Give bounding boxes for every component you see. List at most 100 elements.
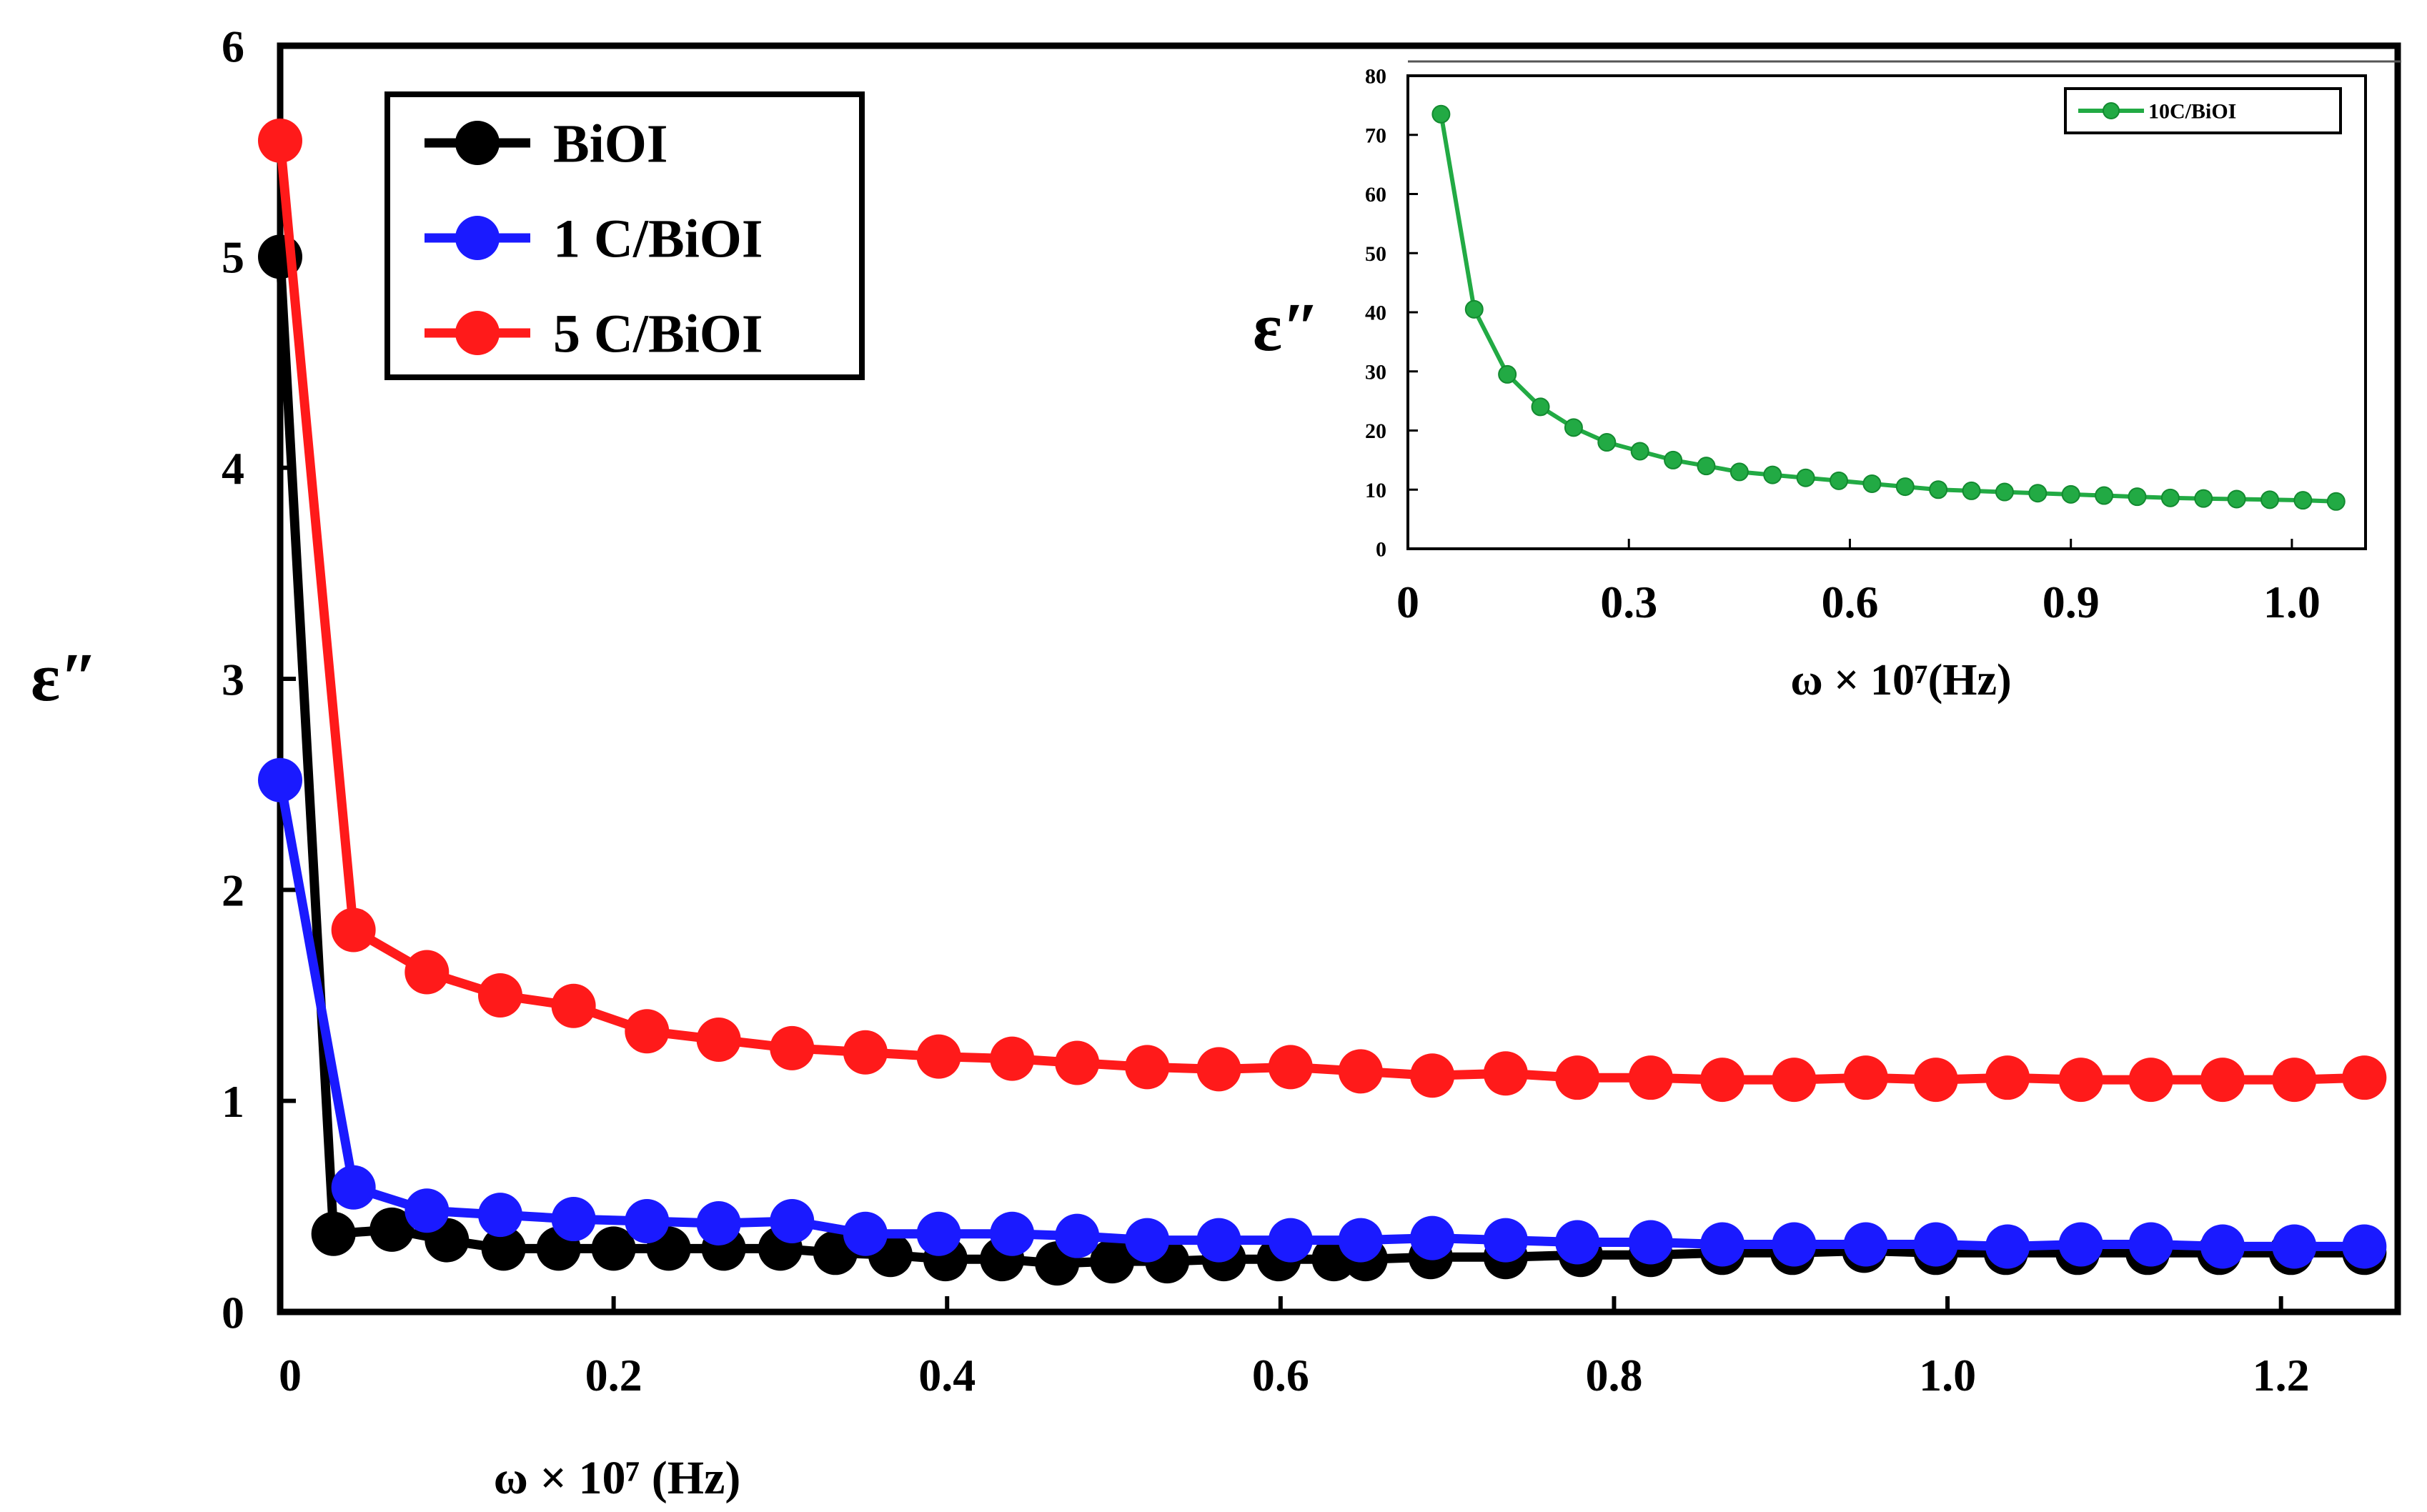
data-point-5-c-bioi bbox=[1628, 1055, 1673, 1100]
inset-legend-marker-10c-bioi bbox=[2103, 102, 2120, 119]
y-tick-label: 4 bbox=[222, 443, 244, 494]
data-point-1-c-bioi bbox=[696, 1200, 741, 1245]
inset-x-tick-label: 0.3 bbox=[1600, 577, 1657, 627]
data-point-5-c-bioi bbox=[1483, 1051, 1528, 1096]
inset-y-tick-label: 60 bbox=[1365, 183, 1386, 207]
inset-data-point-10c-bioi bbox=[2128, 487, 2147, 507]
x-tick-label: 0.8 bbox=[1585, 1350, 1642, 1401]
inset-data-point-10c-bioi bbox=[1895, 477, 1915, 497]
inset-data-point-10c-bioi bbox=[1564, 418, 1583, 437]
inset-x-tick-label: 0.9 bbox=[2043, 577, 2100, 627]
y-axis-title: ε″ bbox=[31, 639, 98, 715]
inset-data-point-10c-bioi bbox=[1862, 474, 1882, 493]
data-point-bioi bbox=[369, 1207, 415, 1252]
data-point-1-c-bioi bbox=[1772, 1222, 1817, 1267]
data-point-1-c-bioi bbox=[1628, 1220, 1673, 1265]
inset-data-point-10c-bioi bbox=[2227, 489, 2246, 509]
inset-y-tick-label: 40 bbox=[1365, 302, 1386, 325]
inset-data-point-10c-bioi bbox=[1464, 299, 1484, 319]
inset-y-tick-label: 70 bbox=[1365, 124, 1386, 147]
x-tick-label: 0.2 bbox=[585, 1350, 642, 1401]
data-point-1-c-bioi bbox=[843, 1211, 888, 1256]
data-point-5-c-bioi bbox=[990, 1036, 1035, 1081]
inset-data-point-10c-bioi bbox=[1763, 465, 1782, 484]
y-tick-label: 2 bbox=[222, 865, 244, 916]
data-point-1-c-bioi bbox=[2272, 1224, 2317, 1269]
data-point-1-c-bioi bbox=[625, 1199, 670, 1244]
x-tick-label: 1.2 bbox=[2253, 1350, 2310, 1401]
inset-data-point-10c-bioi bbox=[1597, 433, 1617, 452]
data-point-5-c-bioi bbox=[404, 950, 450, 995]
inset-y-tick-label: 0 bbox=[1376, 538, 1386, 562]
inset-data-point-10c-bioi bbox=[1697, 457, 1716, 476]
data-point-1-c-bioi bbox=[916, 1211, 961, 1256]
inset-y-tick-label: 10 bbox=[1365, 479, 1386, 502]
data-point-1-c-bioi bbox=[1700, 1222, 1745, 1267]
data-point-5-c-bioi bbox=[477, 973, 522, 1018]
legend-label-1-c-bioi: 1 C/BiOI bbox=[553, 209, 763, 269]
data-point-5-c-bioi bbox=[258, 118, 302, 163]
inset-y-tick-label: 20 bbox=[1365, 419, 1386, 443]
inset-y-axis-title: ε″ bbox=[1253, 289, 1320, 365]
data-point-5-c-bioi bbox=[2272, 1058, 2317, 1103]
inset-data-point-10c-bioi bbox=[1431, 104, 1451, 124]
y-tick-label: 0 bbox=[222, 1287, 244, 1338]
data-point-5-c-bioi bbox=[2128, 1058, 2173, 1103]
inset-y-tick-label: 80 bbox=[1365, 65, 1386, 89]
data-point-bioi bbox=[1090, 1239, 1135, 1284]
inset-data-point-10c-bioi bbox=[2028, 484, 2048, 503]
legend-marker-1-c-bioi bbox=[455, 216, 500, 260]
data-point-1-c-bioi bbox=[1125, 1218, 1170, 1263]
x-tick-label: 1.0 bbox=[1919, 1350, 1976, 1401]
data-point-5-c-bioi bbox=[1338, 1049, 1383, 1094]
x-tick-label: 0 bbox=[279, 1350, 302, 1401]
inset-y-tick-label: 30 bbox=[1365, 360, 1386, 384]
data-point-5-c-bioi bbox=[1985, 1055, 2030, 1100]
data-point-1-c-bioi bbox=[1843, 1222, 1888, 1267]
inset-chart: 0 10 20 30 40 50 60 70 80 0 0.3 0.6 0.9 1.0 ω × 10⁷(Hz… bbox=[1253, 60, 2401, 705]
data-point-5-c-bioi bbox=[1196, 1047, 1241, 1092]
inset-x-tick-label: 0 bbox=[1396, 577, 1419, 627]
inset-data-point-10c-bioi bbox=[1962, 481, 1981, 500]
inset-x-tick-label: 0.6 bbox=[1821, 577, 1878, 627]
inset-data-point-10c-bioi bbox=[2160, 488, 2180, 507]
y-tick-label: 3 bbox=[222, 654, 244, 705]
data-point-5-c-bioi bbox=[2342, 1055, 2387, 1100]
data-point-1-c-bioi bbox=[1338, 1218, 1383, 1263]
data-point-1-c-bioi bbox=[404, 1188, 450, 1233]
inset-data-point-10c-bioi bbox=[2095, 486, 2114, 505]
inset-plot-frame bbox=[1406, 74, 2367, 550]
inset-data-point-10c-bioi bbox=[1630, 442, 1649, 461]
data-point-5-c-bioi bbox=[1555, 1055, 1600, 1100]
data-point-5-c-bioi bbox=[625, 1009, 670, 1054]
data-point-5-c-bioi bbox=[696, 1018, 741, 1063]
legend-marker-5-c-bioi bbox=[455, 311, 500, 355]
inset-data-point-10c-bioi bbox=[1995, 482, 2014, 502]
inset-data-point-10c-bioi bbox=[1729, 462, 1749, 482]
legend-label-5-c-bioi: 5 C/BiOI bbox=[553, 304, 763, 364]
inset-series-line-10c-bioi bbox=[1439, 111, 2338, 504]
legend-label-bioi: BiOI bbox=[553, 114, 668, 174]
legend-marker-bioi bbox=[455, 121, 500, 165]
inset-legend-label-10c-bioi: 10C/BiOI bbox=[2148, 100, 2236, 124]
inset-data-point-10c-bioi bbox=[2061, 484, 2080, 504]
data-point-bioi bbox=[591, 1226, 636, 1271]
inset-data-point-10c-bioi bbox=[1830, 471, 1848, 490]
data-point-1-c-bioi bbox=[1055, 1213, 1100, 1258]
x-axis-title: ω × 10⁷ (Hz) bbox=[494, 1452, 741, 1504]
data-point-5-c-bioi bbox=[1055, 1040, 1100, 1085]
data-point-1-c-bioi bbox=[770, 1199, 815, 1244]
inset-data-point-10c-bioi bbox=[2326, 492, 2346, 511]
data-point-5-c-bioi bbox=[2058, 1058, 2103, 1103]
data-point-5-c-bioi bbox=[916, 1034, 961, 1079]
series-line-bioi bbox=[275, 252, 2369, 1268]
data-point-1-c-bioi bbox=[331, 1165, 376, 1210]
data-point-5-c-bioi bbox=[843, 1030, 888, 1075]
y-tick-label: 5 bbox=[222, 232, 244, 283]
data-point-5-c-bioi bbox=[1125, 1045, 1170, 1090]
inset-data-point-10c-bioi bbox=[1664, 450, 1683, 469]
data-point-1-c-bioi bbox=[990, 1211, 1035, 1256]
data-point-1-c-bioi bbox=[2342, 1224, 2387, 1269]
